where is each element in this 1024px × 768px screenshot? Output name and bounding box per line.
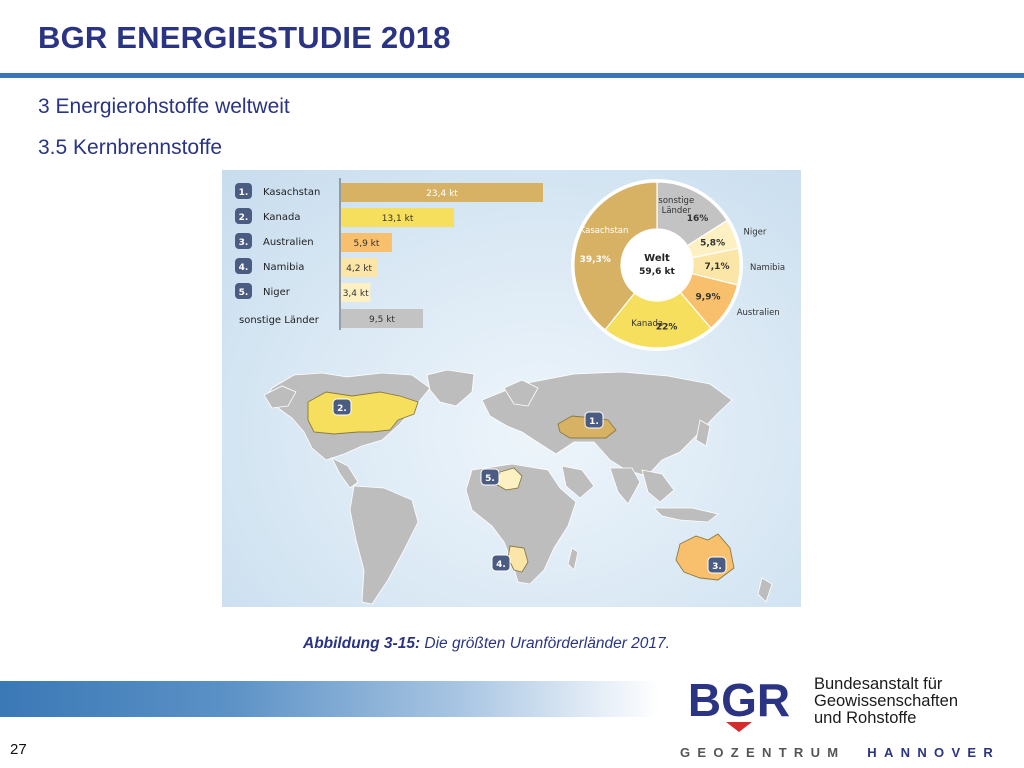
section-heading: 3 Energierohstoffe weltweit	[38, 95, 290, 118]
donut-category-label: Kanada	[631, 319, 663, 329]
map-rank-badge	[491, 554, 511, 572]
header-rule	[0, 73, 1024, 78]
kanada-highlight	[307, 391, 419, 435]
bar-category-label: Namibia	[263, 262, 304, 273]
bar-rank-label: 1.	[239, 188, 249, 198]
bar-rank-badge	[235, 258, 252, 274]
bar-category-label: Kasachstan	[263, 187, 320, 198]
south-america-landmass	[349, 485, 419, 605]
bgr-logo-text: BGR	[688, 676, 790, 726]
page-title: BGR ENERGIESTUDIE 2018	[38, 20, 451, 55]
map-rank-badge	[707, 556, 727, 574]
donut-value-label: 9,9%	[696, 293, 721, 303]
bgr-logo: BGR	[688, 676, 790, 732]
map-rank-badge	[332, 398, 352, 416]
bar-category-label: sonstige Länder	[239, 315, 320, 326]
alaska-landmass	[263, 385, 297, 409]
world-map: 1. 2. 3. 4. 5.	[263, 369, 773, 605]
bar-rank-badge	[235, 233, 252, 249]
arabia-landmass	[561, 465, 595, 499]
map-rank-label: 3.	[712, 562, 722, 572]
bar-rank-label: 5.	[239, 288, 249, 298]
australien-highlight	[675, 533, 735, 581]
bar-value-label: 5,9 kt	[354, 239, 380, 249]
map-rank-label: 2.	[337, 404, 347, 414]
map-rank-badge	[584, 411, 604, 429]
institution-line-1: Bundesanstalt für	[814, 675, 943, 693]
caption-text: Die größten Uranförderländer 2017.	[420, 635, 670, 652]
bar-rank-badge	[235, 283, 252, 299]
figure-caption: Abbildung 3-15: Die größten Uranförderlä…	[303, 635, 670, 653]
donut-category-label: Australien	[737, 308, 780, 318]
bar-value-label: 4,2 kt	[346, 264, 372, 274]
tagline-geozentrum: GEOZENTRUM	[680, 745, 846, 760]
footer-gradient-bar	[0, 681, 660, 717]
tagline-hannover: HANNOVER	[867, 745, 1001, 760]
southeast-asia-landmass	[641, 469, 675, 503]
donut-value-label: 22%	[656, 322, 678, 332]
bar-4	[341, 283, 371, 302]
uranium-figure: 1. 2. 3. 4. 5. 1. Kasachstan 23,4 kt 2. Kanada 13…	[222, 170, 801, 607]
bar-value-label: 23,4 kt	[426, 189, 458, 199]
institution-line-2: Geowissenschaften	[814, 692, 958, 710]
scandinavia-landmass	[503, 379, 539, 407]
bar-3	[341, 258, 378, 277]
new-zealand-landmass	[757, 577, 773, 603]
bar-0	[341, 183, 543, 202]
donut-category-label: Niger	[744, 228, 767, 238]
japan-landmass	[695, 419, 711, 447]
bar-chart: 1. Kasachstan 23,4 kt 2. Kanada 13,1 kt 3. Aust…	[235, 178, 543, 330]
donut-value-label: 7,1%	[705, 262, 730, 272]
bar-rank-label: 3.	[239, 238, 249, 248]
institution-name: Bundesanstalt für Geowissenschaften und …	[814, 676, 958, 727]
bar-category-label: Australien	[263, 237, 314, 248]
donut-slice-4	[604, 291, 712, 349]
donut-center-value: 59,6 kt	[639, 267, 675, 277]
bar-rank-label: 4.	[239, 263, 249, 273]
geozentrum-tagline: GEOZENTRUM HANNOVER	[680, 745, 1000, 760]
institution-line-3: und Rohstoffe	[814, 709, 917, 727]
map-rank-label: 1.	[589, 417, 599, 427]
bar-rank-badge	[235, 183, 252, 199]
figure-canvas: 1. 2. 3. 4. 5. 1. Kasachstan 23,4 kt 2. Kanada 13…	[235, 178, 785, 605]
donut-hole	[622, 230, 692, 300]
bar-rank-badge	[235, 208, 252, 224]
bar-value-label: 9,5 kt	[369, 315, 395, 325]
indonesia-landmass	[653, 507, 719, 523]
page-number: 27	[10, 741, 27, 758]
greenland-landmass	[426, 369, 475, 407]
madagascar-landmass	[567, 547, 579, 571]
map-rank-label: 5.	[485, 474, 495, 484]
bar-5	[341, 309, 424, 328]
caption-label: Abbildung 3-15:	[303, 635, 421, 652]
central-america-landmass	[331, 457, 359, 489]
india-landmass	[609, 467, 641, 505]
logo-red-triangle	[726, 722, 752, 732]
donut-category-label: Kasachstan	[580, 226, 629, 236]
donut-category-label: Länder	[662, 206, 692, 216]
map-rank-badge	[480, 468, 500, 486]
bar-1	[341, 208, 455, 227]
bar-rank-label: 2.	[239, 213, 249, 223]
donut-slice-5	[573, 181, 658, 331]
donut-category-label: Namibia	[750, 263, 785, 273]
bar-2	[341, 233, 392, 252]
subsection-heading: 3.5 Kernbrennstoffe	[38, 136, 223, 159]
bar-value-label: 3,4 kt	[343, 289, 369, 299]
donut-center-title: Welt	[644, 253, 670, 264]
bar-category-label: Niger	[263, 287, 291, 298]
donut-value-label: 5,8%	[700, 238, 725, 248]
donut-value-label: 16%	[687, 214, 709, 224]
africa-landmass	[465, 463, 577, 585]
donut-value-label: 39,3%	[580, 255, 611, 265]
map-rank-label: 4.	[496, 560, 506, 570]
bar-value-label: 13,1 kt	[382, 214, 414, 224]
donut-category-label: sonstige	[658, 196, 694, 206]
bar-category-label: Kanada	[263, 212, 300, 223]
